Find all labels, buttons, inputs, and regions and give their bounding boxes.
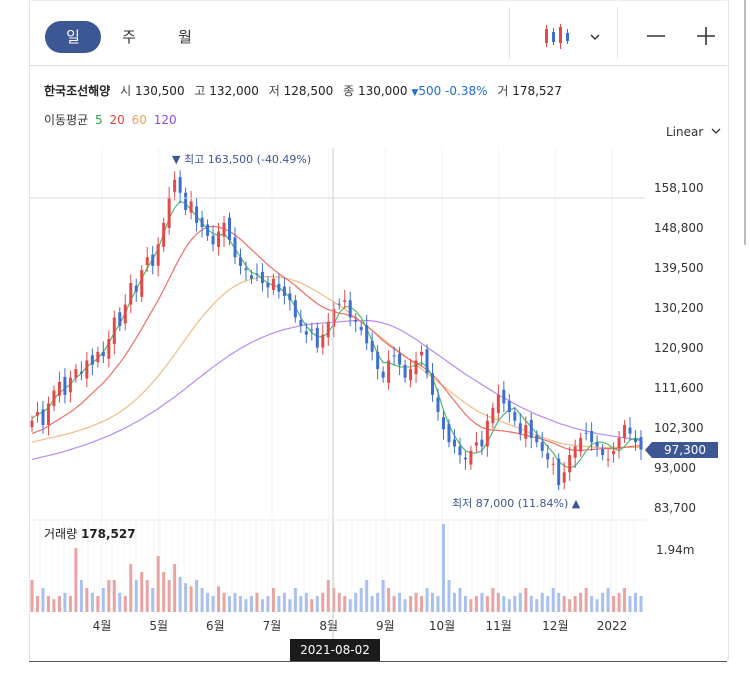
volume-panel-label: 거래량 [44,527,78,541]
price-summary: 한국조선해양 시 130,500 고 132,000 저 128,500 종 1… [44,82,562,99]
zoom-out-button[interactable] [639,7,671,59]
down-triangle-icon: ▼ [411,88,419,98]
stock-name: 한국조선해양 [44,84,111,98]
tab-daily[interactable]: 일 [45,21,101,53]
chart-type-dropdown[interactable] [539,7,605,59]
volume-panel-title: 거래량 178,527 [44,525,136,542]
high-label: 고 [194,84,206,98]
volume-label: 거 [497,84,509,98]
volume-panel-value: 178,527 [80,527,136,541]
open-value: 130,500 [134,84,185,98]
toolbar-divider [617,7,618,59]
toolbar: 일 주 월 [29,0,727,66]
chevron-down-icon [711,128,721,134]
close-value: 130,000 [357,84,408,98]
open-label: 시 [120,84,132,98]
zoom-in-button[interactable] [689,7,721,59]
ma120-label: 120 [153,113,177,127]
volume-value: 178,527 [512,84,562,98]
ma60-label: 60 [131,113,147,127]
tab-monthly[interactable]: 월 [178,28,192,46]
bottom-border [29,661,727,662]
toolbar-divider [509,7,510,59]
ma5-label: 5 [95,113,103,127]
plus-icon [697,27,715,45]
volume-axis-label: 1.94m [656,543,694,557]
close-label: 종 [343,84,355,98]
candlestick-icon [545,24,600,49]
chart-frame [29,0,729,660]
chevron-down-icon [590,34,600,40]
moving-average-legend: 이동평균 5 20 60 120 [44,111,177,128]
ma20-label: 20 [109,113,125,127]
scrollbar[interactable] [744,0,746,245]
scale-dropdown[interactable]: Linear [666,125,722,139]
low-value: 128,500 [283,84,334,98]
volume-axis: 1.94m [656,543,694,557]
scale-mode-label: Linear [666,125,704,139]
tab-weekly[interactable]: 주 [122,28,136,46]
moving-average-label: 이동평균 [44,113,89,127]
low-label: 저 [268,84,280,98]
change-percent: -0.38% [445,84,488,98]
high-value: 132,000 [209,84,259,98]
crosshair-date-tag: 2021-08-02 [290,639,380,661]
minus-icon [647,35,665,37]
change-value: 500 [418,84,442,98]
